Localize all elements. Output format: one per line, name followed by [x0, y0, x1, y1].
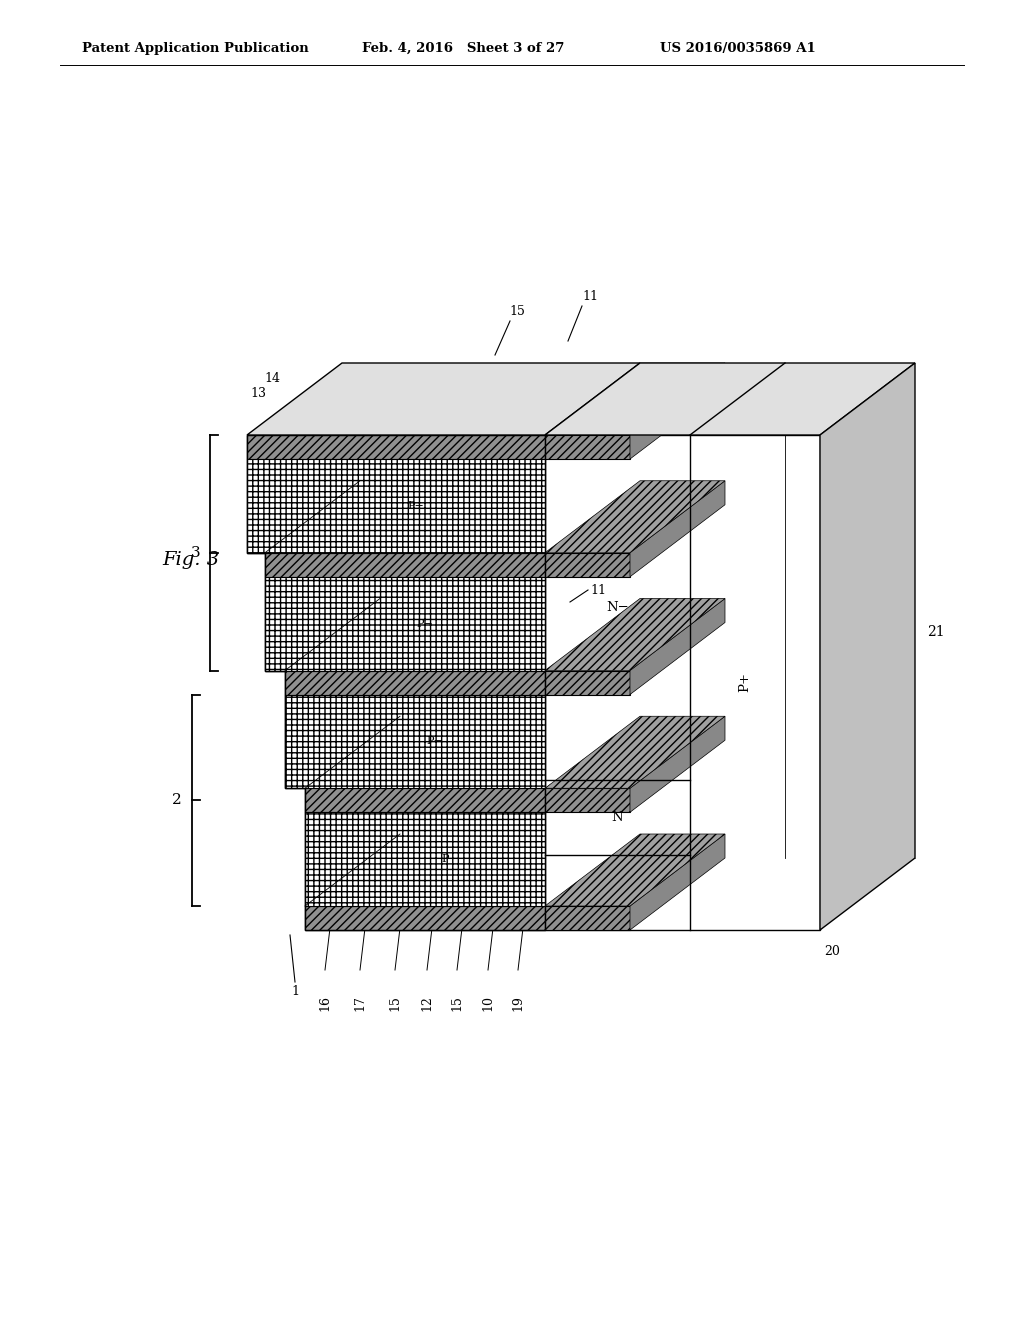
Polygon shape — [630, 363, 725, 459]
Polygon shape — [545, 834, 725, 906]
Polygon shape — [285, 694, 545, 788]
Polygon shape — [545, 436, 820, 931]
Polygon shape — [545, 553, 630, 577]
Polygon shape — [265, 553, 545, 577]
Polygon shape — [630, 480, 725, 577]
Polygon shape — [630, 834, 725, 931]
Polygon shape — [545, 480, 725, 553]
Text: P−: P− — [408, 500, 424, 511]
Text: 1: 1 — [291, 985, 299, 998]
Text: P: P — [441, 854, 449, 865]
Text: P+: P+ — [738, 672, 752, 693]
Text: P−: P− — [417, 619, 433, 628]
Polygon shape — [285, 671, 545, 694]
Text: 12: 12 — [421, 995, 433, 1011]
Polygon shape — [545, 436, 630, 459]
Polygon shape — [545, 363, 915, 436]
Text: 2: 2 — [172, 793, 182, 808]
Polygon shape — [247, 436, 545, 459]
Polygon shape — [545, 363, 725, 436]
Text: 15: 15 — [509, 305, 525, 318]
Text: N: N — [611, 810, 624, 824]
Text: 15: 15 — [451, 995, 464, 1011]
Polygon shape — [247, 459, 545, 553]
Text: 14: 14 — [264, 372, 280, 385]
Polygon shape — [265, 577, 545, 671]
Text: 15: 15 — [388, 995, 401, 1011]
Polygon shape — [545, 906, 630, 931]
Polygon shape — [820, 363, 915, 931]
Text: P−: P− — [427, 737, 443, 746]
Polygon shape — [545, 717, 725, 788]
Text: 11: 11 — [582, 290, 598, 304]
Text: 21: 21 — [927, 626, 944, 639]
Polygon shape — [545, 788, 630, 812]
Text: 17: 17 — [353, 995, 367, 1011]
Text: 10: 10 — [481, 995, 495, 1011]
Text: N−: N− — [606, 601, 629, 614]
Polygon shape — [247, 363, 640, 436]
Text: N+: N+ — [606, 886, 629, 899]
Text: Patent Application Publication: Patent Application Publication — [82, 42, 309, 55]
Polygon shape — [305, 906, 545, 931]
Polygon shape — [545, 671, 630, 694]
Text: 3: 3 — [190, 545, 200, 560]
Polygon shape — [305, 812, 545, 906]
Text: Feb. 4, 2016   Sheet 3 of 27: Feb. 4, 2016 Sheet 3 of 27 — [362, 42, 564, 55]
Polygon shape — [545, 598, 725, 671]
Text: N−: N− — [636, 631, 658, 644]
Text: Fig. 3: Fig. 3 — [162, 550, 219, 569]
Text: 16: 16 — [318, 995, 332, 1011]
Text: 11: 11 — [590, 583, 606, 597]
Polygon shape — [630, 717, 725, 812]
Text: 13: 13 — [250, 387, 266, 400]
Polygon shape — [247, 436, 545, 931]
Text: US 2016/0035869 A1: US 2016/0035869 A1 — [660, 42, 816, 55]
Text: 20: 20 — [824, 945, 840, 958]
Polygon shape — [630, 598, 725, 694]
Polygon shape — [305, 788, 545, 812]
Text: 19: 19 — [512, 995, 524, 1011]
